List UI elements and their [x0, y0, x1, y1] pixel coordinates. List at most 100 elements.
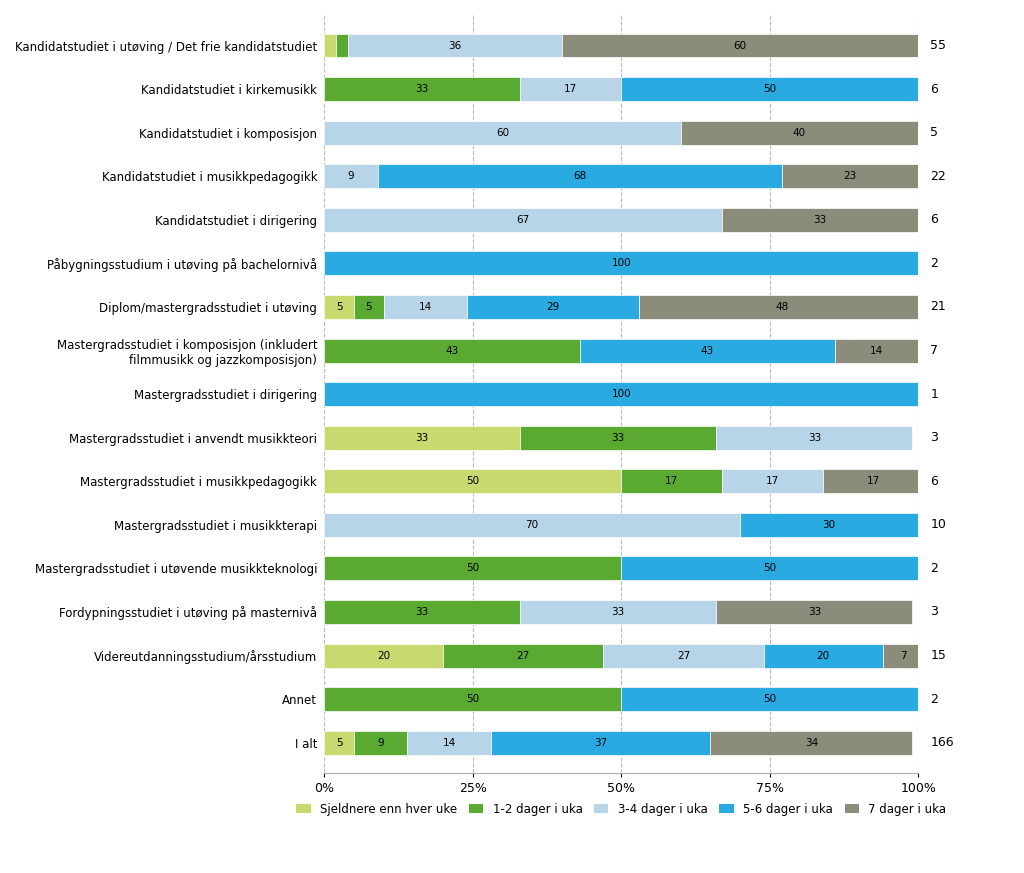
Text: 6: 6 [930, 83, 938, 95]
Bar [603, 643, 764, 668]
Bar [325, 208, 722, 232]
Text: 34: 34 [805, 738, 818, 747]
Bar [384, 295, 467, 319]
Text: 9: 9 [347, 171, 354, 182]
Bar [722, 470, 823, 493]
Text: 33: 33 [808, 433, 821, 443]
Bar [336, 33, 348, 58]
Text: 9: 9 [377, 738, 384, 747]
Bar [325, 512, 740, 537]
Text: 3: 3 [930, 606, 938, 618]
Text: 43: 43 [700, 346, 714, 355]
Text: 60: 60 [496, 127, 509, 138]
Bar [354, 295, 384, 319]
Bar [622, 77, 919, 101]
Text: 30: 30 [822, 519, 836, 530]
Bar [325, 33, 336, 58]
Text: 22: 22 [930, 169, 946, 182]
Bar [325, 339, 580, 362]
Text: 29: 29 [546, 302, 559, 312]
Bar [717, 600, 912, 624]
Bar [639, 295, 925, 319]
Text: 55: 55 [930, 39, 946, 52]
Legend: Sjeldnere enn hver uke, 1-2 dager i uka, 3-4 dager i uka, 5-6 dager i uka, 7 dag: Sjeldnere enn hver uke, 1-2 dager i uka,… [292, 798, 951, 821]
Bar [681, 120, 919, 145]
Text: 15: 15 [930, 649, 946, 662]
Bar [836, 339, 919, 362]
Bar [443, 643, 603, 668]
Bar [823, 470, 925, 493]
Text: 33: 33 [416, 607, 429, 617]
Bar [354, 731, 408, 754]
Bar [580, 339, 836, 362]
Text: 14: 14 [442, 738, 456, 747]
Bar [711, 731, 912, 754]
Bar [622, 687, 919, 711]
Bar [378, 164, 781, 189]
Bar [562, 33, 919, 58]
Bar [622, 470, 722, 493]
Text: 1: 1 [930, 388, 938, 401]
Bar [348, 33, 562, 58]
Text: 6: 6 [930, 213, 938, 226]
Bar [490, 731, 711, 754]
Bar [622, 556, 919, 581]
Bar [325, 251, 919, 275]
Bar [520, 426, 717, 450]
Bar [325, 556, 622, 581]
Bar [325, 643, 443, 668]
Bar [764, 643, 883, 668]
Bar [325, 120, 681, 145]
Text: 43: 43 [445, 346, 459, 355]
Bar [781, 164, 919, 189]
Text: 100: 100 [611, 389, 631, 399]
Bar [325, 731, 354, 754]
Bar [717, 426, 912, 450]
Text: 27: 27 [516, 650, 529, 661]
Bar [325, 382, 919, 406]
Text: 17: 17 [766, 477, 779, 486]
Text: 5: 5 [366, 302, 372, 312]
Text: 50: 50 [763, 84, 776, 94]
Text: 20: 20 [377, 650, 390, 661]
Text: 36: 36 [449, 40, 462, 51]
Text: 3: 3 [930, 431, 938, 444]
Text: 14: 14 [870, 346, 884, 355]
Text: 6: 6 [930, 475, 938, 488]
Text: 21: 21 [930, 300, 946, 313]
Text: 14: 14 [419, 302, 432, 312]
Text: 2: 2 [930, 562, 938, 575]
Bar [740, 512, 919, 537]
Bar [520, 600, 717, 624]
Text: 5: 5 [930, 127, 938, 139]
Text: 50: 50 [763, 694, 776, 705]
Text: 70: 70 [525, 519, 539, 530]
Text: 17: 17 [564, 84, 578, 94]
Bar [325, 687, 622, 711]
Text: 33: 33 [416, 433, 429, 443]
Text: 166: 166 [930, 736, 953, 749]
Text: 10: 10 [930, 519, 946, 532]
Bar [467, 295, 639, 319]
Text: 60: 60 [733, 40, 746, 51]
Text: 33: 33 [808, 607, 821, 617]
Text: 67: 67 [516, 215, 529, 225]
Text: 23: 23 [844, 171, 857, 182]
Text: 33: 33 [611, 433, 625, 443]
Text: 50: 50 [763, 563, 776, 574]
Text: 33: 33 [611, 607, 625, 617]
Text: 33: 33 [416, 84, 429, 94]
Text: 48: 48 [775, 302, 788, 312]
Bar [325, 295, 354, 319]
Text: 50: 50 [466, 694, 479, 705]
Text: 17: 17 [666, 477, 678, 486]
Text: 50: 50 [466, 477, 479, 486]
Text: 33: 33 [814, 215, 827, 225]
Bar [520, 77, 622, 101]
Text: 20: 20 [817, 650, 829, 661]
Text: 5: 5 [336, 302, 342, 312]
Text: 5: 5 [336, 738, 342, 747]
Text: 17: 17 [867, 477, 881, 486]
Text: 50: 50 [466, 563, 479, 574]
Text: 27: 27 [677, 650, 690, 661]
